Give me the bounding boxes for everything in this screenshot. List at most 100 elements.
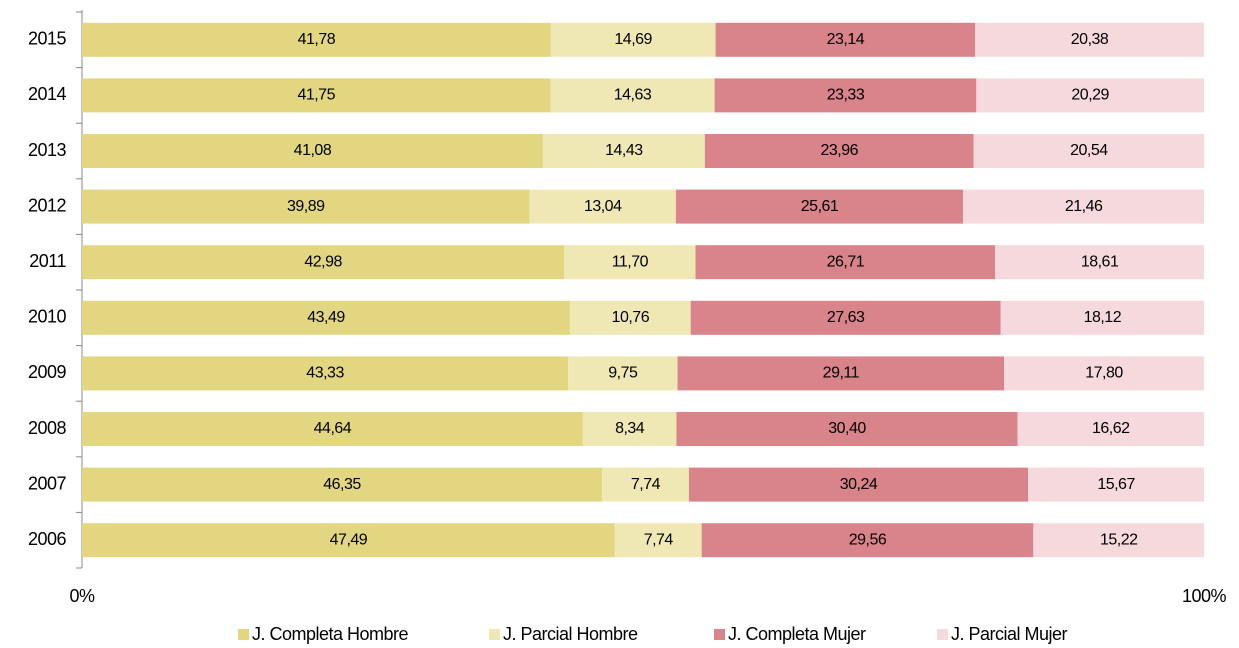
bar-segment xyxy=(564,245,696,280)
legend-label: J. Parcial Hombre xyxy=(503,624,638,644)
data-label: 7,74 xyxy=(644,531,674,548)
bar-segment xyxy=(82,22,551,57)
legend-marker xyxy=(937,629,948,640)
bar-segment xyxy=(82,523,615,558)
data-label: 42,98 xyxy=(304,253,342,270)
data-label: 30,24 xyxy=(840,476,878,493)
data-label: 8,34 xyxy=(615,420,645,437)
data-label: 27,63 xyxy=(827,309,865,326)
bar-segment xyxy=(963,189,1204,224)
data-label: 30,40 xyxy=(828,420,866,437)
data-label: 13,04 xyxy=(584,198,622,215)
data-label: 11,70 xyxy=(612,253,649,270)
y-tick-label: 2008 xyxy=(28,418,67,438)
x-tick-label: 100% xyxy=(1182,586,1227,606)
data-label: 44,64 xyxy=(314,420,352,437)
bar-segment xyxy=(1004,356,1204,391)
bar-segment xyxy=(614,523,702,558)
data-label: 15,22 xyxy=(1100,531,1138,548)
bar-segment xyxy=(714,78,977,113)
data-label: 9,75 xyxy=(608,365,638,382)
bar-segment xyxy=(975,22,1204,57)
bar-segment xyxy=(82,412,583,446)
bar-segment xyxy=(704,134,974,168)
bar-segment xyxy=(602,467,689,502)
data-label: 43,49 xyxy=(307,309,345,326)
y-tick-label: 2014 xyxy=(28,84,67,104)
data-label: 17,80 xyxy=(1085,365,1123,382)
legend-marker xyxy=(714,629,725,640)
data-label: 15,67 xyxy=(1097,476,1135,493)
data-label: 41,08 xyxy=(294,142,332,159)
y-tick-label: 2013 xyxy=(28,140,67,160)
bar-segment xyxy=(550,78,715,113)
y-tick-label: 2009 xyxy=(28,362,67,382)
data-label: 14,43 xyxy=(605,142,643,159)
data-label: 26,71 xyxy=(827,253,865,270)
bar-segment xyxy=(82,245,565,280)
data-label: 29,11 xyxy=(823,365,860,382)
bar-segment xyxy=(82,134,543,168)
bar-segment xyxy=(995,245,1204,280)
data-label: 29,56 xyxy=(849,531,887,548)
bar-segment xyxy=(1028,467,1204,502)
bar-segment xyxy=(695,245,996,280)
bar-segment xyxy=(676,412,1018,446)
bar-segment xyxy=(675,189,964,224)
data-label: 39,89 xyxy=(287,198,325,215)
data-label: 21,46 xyxy=(1065,198,1103,215)
data-label: 16,62 xyxy=(1092,420,1130,437)
data-label: 43,33 xyxy=(306,365,344,382)
bar-segment xyxy=(82,189,530,224)
bar-segment xyxy=(550,22,716,57)
data-label: 23,33 xyxy=(827,87,865,104)
legend-marker xyxy=(238,629,249,640)
data-label: 23,14 xyxy=(827,31,865,48)
bar-segment xyxy=(82,356,569,391)
legend-marker xyxy=(489,629,500,640)
bar-segment xyxy=(701,523,1034,558)
data-label: 20,54 xyxy=(1070,142,1108,159)
bar-segment xyxy=(1033,523,1205,558)
data-label: 18,61 xyxy=(1081,253,1119,270)
bar-segment xyxy=(677,356,1005,391)
y-tick-label: 2010 xyxy=(28,307,67,327)
y-tick-label: 2006 xyxy=(28,529,67,549)
y-tick-label: 2015 xyxy=(28,29,67,49)
data-label: 14,63 xyxy=(614,87,652,104)
bar-segment xyxy=(82,300,570,335)
bar-segment xyxy=(1000,300,1204,335)
data-label: 46,35 xyxy=(323,476,361,493)
data-label: 41,75 xyxy=(297,87,335,104)
y-tick-label: 2011 xyxy=(29,251,66,271)
bar-segment xyxy=(690,300,1001,335)
bar-segment xyxy=(715,22,976,57)
bar-segment xyxy=(529,189,676,224)
y-tick-label: 2012 xyxy=(28,195,67,215)
data-label: 10,76 xyxy=(612,309,650,326)
data-label: 25,61 xyxy=(801,198,839,215)
bar-segment xyxy=(976,78,1204,113)
bar-segment xyxy=(569,300,691,335)
data-label: 20,38 xyxy=(1071,31,1109,48)
bar-segment xyxy=(973,134,1205,168)
data-label: 23,96 xyxy=(820,142,858,159)
x-tick-label: 0% xyxy=(69,586,95,606)
bar-segment xyxy=(568,356,678,391)
bar-segment xyxy=(82,467,603,502)
legend-label: J. Parcial Mujer xyxy=(951,624,1068,644)
data-label: 7,74 xyxy=(631,476,661,493)
data-label: 41,78 xyxy=(298,31,336,48)
data-label: 18,12 xyxy=(1084,309,1122,326)
legend-label: J. Completa Mujer xyxy=(728,624,866,644)
bar-segment xyxy=(1017,412,1204,446)
data-label: 47,49 xyxy=(330,531,368,548)
data-label: 14,69 xyxy=(614,31,652,48)
data-label: 20,29 xyxy=(1071,87,1109,104)
legend-label: J. Completa Hombre xyxy=(252,624,409,644)
bar-segment xyxy=(82,78,551,113)
bar-segment xyxy=(582,412,677,446)
y-tick-label: 2007 xyxy=(28,473,67,493)
bar-segment xyxy=(688,467,1029,502)
